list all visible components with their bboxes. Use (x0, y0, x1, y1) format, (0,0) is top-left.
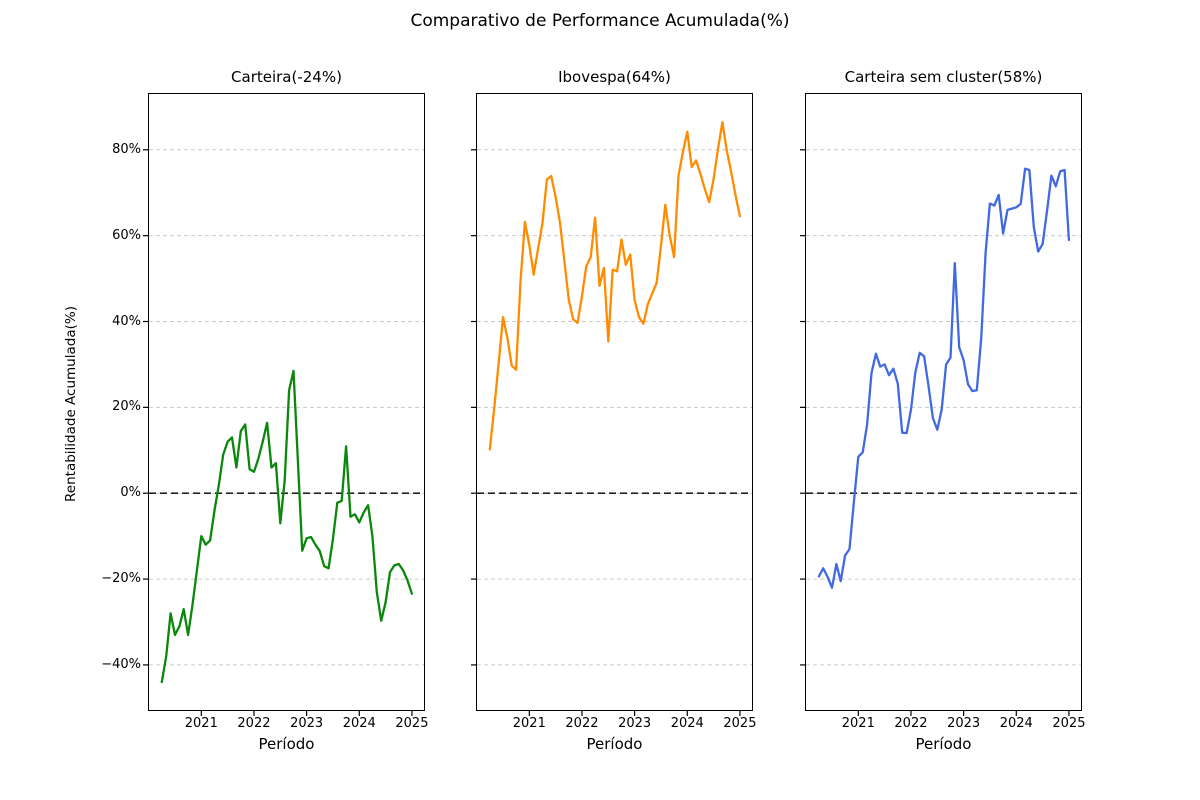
x-axis-label-carteira: Período (258, 735, 315, 753)
plot-svg-2 (800, 149, 1081, 716)
x-tick-label-2023: 2023 (290, 716, 324, 731)
subplot-carteira: Carteira(-24%) 2021 2022 2023 2024 2025 80% 60… (101, 0, 428, 800)
subplot-title-sem-cluster: Carteira sem cluster(58%) (844, 68, 1043, 86)
x-tick-label-2022: 2022 (565, 716, 599, 731)
plot-svg-0 (143, 149, 424, 716)
figure-title: Comparativo de Performance Acumulada(%) (410, 11, 790, 31)
x-tick-label-2025: 2025 (723, 716, 757, 731)
x-tick-label-2025: 2025 (1052, 716, 1086, 731)
y-tick-label-60: 60% (112, 227, 141, 243)
subplot-ibovespa: Ibovespa(64%) 2021 2022 2023 2024 2025 Perío… (471, 0, 756, 800)
x-axis-label-ibovespa: Período (586, 735, 643, 753)
series-line-carteira-sem-cluster (817, 167, 1071, 589)
x-tick-label-2021: 2021 (512, 716, 546, 731)
x-tick-label-2022: 2022 (894, 716, 928, 731)
y-tick-label-80: 80% (112, 141, 141, 157)
x-tick-label-2021: 2021 (184, 716, 218, 731)
x-tick-label-2022: 2022 (237, 716, 271, 731)
y-tick-label--20: −20% (101, 571, 141, 587)
subplot-sem-cluster: Carteira sem cluster(58%) 2021 2022 2023 20… (800, 0, 1085, 800)
plot-area-ibovespa: 2021 2022 2023 2024 2025 (471, 93, 756, 731)
x-tick-label-2024: 2024 (670, 716, 704, 731)
x-tick-label-2025: 2025 (395, 716, 429, 731)
y-tick-label--40: −40% (101, 656, 141, 672)
y-tick-label-0: 0% (120, 485, 141, 501)
x-tick-label-2023: 2023 (947, 716, 981, 731)
subplot-title-ibovespa: Ibovespa(64%) (558, 68, 671, 86)
x-tick-label-2021: 2021 (841, 716, 875, 731)
x-axis-label-sem-cluster: Período (915, 735, 972, 753)
y-axis-label: Rentabilidade Acumulada(%) (63, 306, 79, 502)
plot-area-carteira: 2021 2022 2023 2024 2025 80% 60% 40% 20% 0% −20% −4… (101, 93, 428, 731)
y-tick-label-40: 40% (112, 313, 141, 329)
series-line-carteira (160, 369, 414, 684)
subplot-title-carteira: Carteira(-24%) (231, 68, 342, 86)
plot-svg-1 (471, 121, 752, 716)
x-tick-label-2023: 2023 (618, 716, 652, 731)
plot-area-sem-cluster: 2021 2022 2023 2024 2025 (800, 93, 1085, 731)
y-tick-label-20: 20% (112, 399, 141, 415)
x-tick-label-2024: 2024 (342, 716, 376, 731)
x-tick-label-2024: 2024 (999, 716, 1033, 731)
series-line-ibovespa (488, 121, 742, 451)
